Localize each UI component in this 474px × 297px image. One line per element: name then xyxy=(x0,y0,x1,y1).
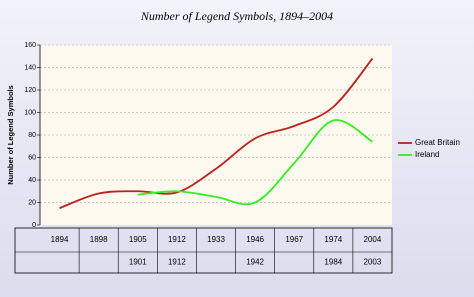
y-tick-label: 140 xyxy=(24,64,36,71)
y-axis-label: Number of Legend Symbols xyxy=(6,85,15,185)
x-tick-label: 1894 xyxy=(51,235,69,244)
legend-label: Great Britain xyxy=(415,138,460,147)
y-tick-label: 0 xyxy=(32,222,36,229)
x-tick-label-2: 1912 xyxy=(168,258,186,267)
x-tick-label-2: 1901 xyxy=(129,258,147,267)
y-tick-label: 60 xyxy=(28,154,36,161)
series-line xyxy=(59,57,374,209)
x-tick-label: 1898 xyxy=(90,235,108,244)
x-tick-label: 1974 xyxy=(324,235,342,244)
y-tick-label: 40 xyxy=(28,177,36,184)
x-tick-label: 1946 xyxy=(246,235,264,244)
x-tick-label: 1912 xyxy=(168,235,186,244)
y-tick-label: 100 xyxy=(24,109,36,116)
series-line xyxy=(137,119,373,206)
y-tick-label: 20 xyxy=(28,199,36,206)
legend-label: Ireland xyxy=(415,150,439,159)
y-tick-label: 160 xyxy=(24,42,36,49)
y-tick-label: 80 xyxy=(28,132,36,139)
x-tick-label: 1905 xyxy=(129,235,147,244)
x-tick-label-2: 1984 xyxy=(324,258,342,267)
category-table xyxy=(14,227,393,274)
chart-title: Number of Legend Symbols, 1894–2004 xyxy=(140,9,333,23)
y-tick-label: 120 xyxy=(24,87,36,94)
x-tick-label: 1967 xyxy=(285,235,303,244)
x-tick-label-2: 1942 xyxy=(246,258,264,267)
x-tick-label-2: 2003 xyxy=(364,258,382,267)
x-tick-label: 2004 xyxy=(364,235,382,244)
x-tick-label: 1933 xyxy=(207,235,225,244)
